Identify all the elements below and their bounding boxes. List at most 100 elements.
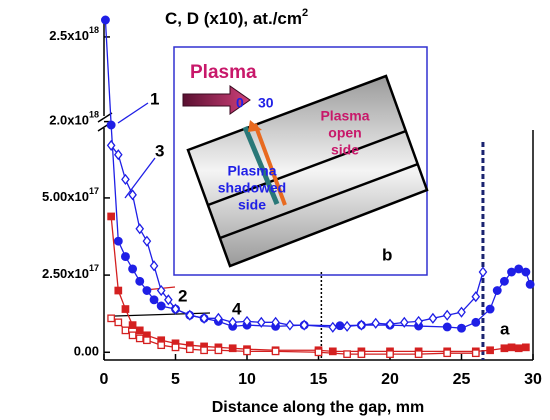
series [107,314,480,358]
leader-line [114,312,211,317]
y-tick-text: 0.00 [74,344,99,359]
inset: Plasma 0 30 Plasma open side Plasma shad… [173,46,429,276]
point [228,316,238,328]
point [128,264,138,274]
point [142,235,152,247]
point [385,318,395,330]
point [271,316,280,328]
point [492,286,502,295]
y-tick-text: 2.5x10 [49,28,89,43]
point [242,315,252,327]
point [471,291,481,303]
y-tick-label: 0.00 [74,344,99,359]
point [199,312,209,324]
x-tick-label: 5 [171,371,180,388]
point [357,319,366,331]
point [299,319,309,331]
point [121,305,130,313]
point [285,319,295,331]
point [164,294,173,306]
point [328,347,337,356]
point [478,266,488,278]
point [107,212,115,221]
point [157,341,166,350]
annotation: a [500,319,510,338]
point [156,301,166,311]
point [121,326,130,335]
inset-start: 0 [236,95,244,111]
point [428,312,438,324]
point [114,286,123,295]
series-label: 2 [178,286,187,305]
point [114,318,123,327]
point [443,349,452,358]
leaders [114,102,211,317]
point [228,344,237,353]
point [399,316,409,328]
shadowed-side-line: side [238,197,266,213]
point [442,309,452,321]
open-side-line: open [328,125,361,141]
y-tick-label: 2.5x1018 [49,25,99,43]
series-label: 1 [150,89,159,108]
slab-edge [207,129,407,207]
point [471,349,480,358]
point [106,139,116,151]
point [121,173,130,185]
point [135,326,144,335]
point [128,189,137,201]
inset-end: 30 [258,95,274,111]
open-surface [253,123,287,206]
point [507,343,516,352]
point [521,267,531,277]
point [200,346,208,355]
point [486,346,494,355]
shadowed-surface [242,126,280,205]
y-tick-exponent: 17 [89,186,99,196]
x-tick-label: 20 [381,371,399,388]
slab-edge [219,162,419,240]
point [500,344,509,353]
plasma-arrow [182,85,251,115]
point [135,334,144,343]
axis-break [97,112,113,123]
y-tick-label: 2.0x1018 [49,110,99,128]
point [185,345,194,354]
point [135,223,145,235]
point [113,149,123,161]
point [107,314,115,323]
inset-heading: Plasma [190,62,257,83]
x-axis-label: Distance along the gap, mm [212,399,424,416]
point [514,264,524,274]
shadowed-side-line: Plasma [227,163,276,179]
point [143,336,151,345]
point [357,350,366,358]
point [128,321,137,329]
point [214,346,223,355]
inset-label: b [382,245,392,264]
point [214,312,223,324]
x-tick-label: 30 [524,371,542,388]
title-superscript: 2 [302,7,308,19]
point [328,321,338,333]
y-tick-exponent: 17 [89,263,99,273]
y-tick-text: 5.00x10 [42,189,89,204]
point [343,350,351,358]
open-side-line: side [331,142,359,158]
arrow-head [248,120,262,132]
series-label: 4 [232,299,242,318]
point [386,350,394,358]
point [442,322,452,332]
point [457,306,466,318]
y-tick-label: 2.50x1017 [42,263,99,281]
point [342,320,352,332]
point [335,321,345,331]
y-tick-text: 2.0x10 [49,113,89,128]
point [457,323,466,333]
point [113,236,123,246]
point [243,347,251,356]
point [120,252,130,262]
shadowed-side-line: shadowed [218,180,286,196]
point [314,348,323,357]
